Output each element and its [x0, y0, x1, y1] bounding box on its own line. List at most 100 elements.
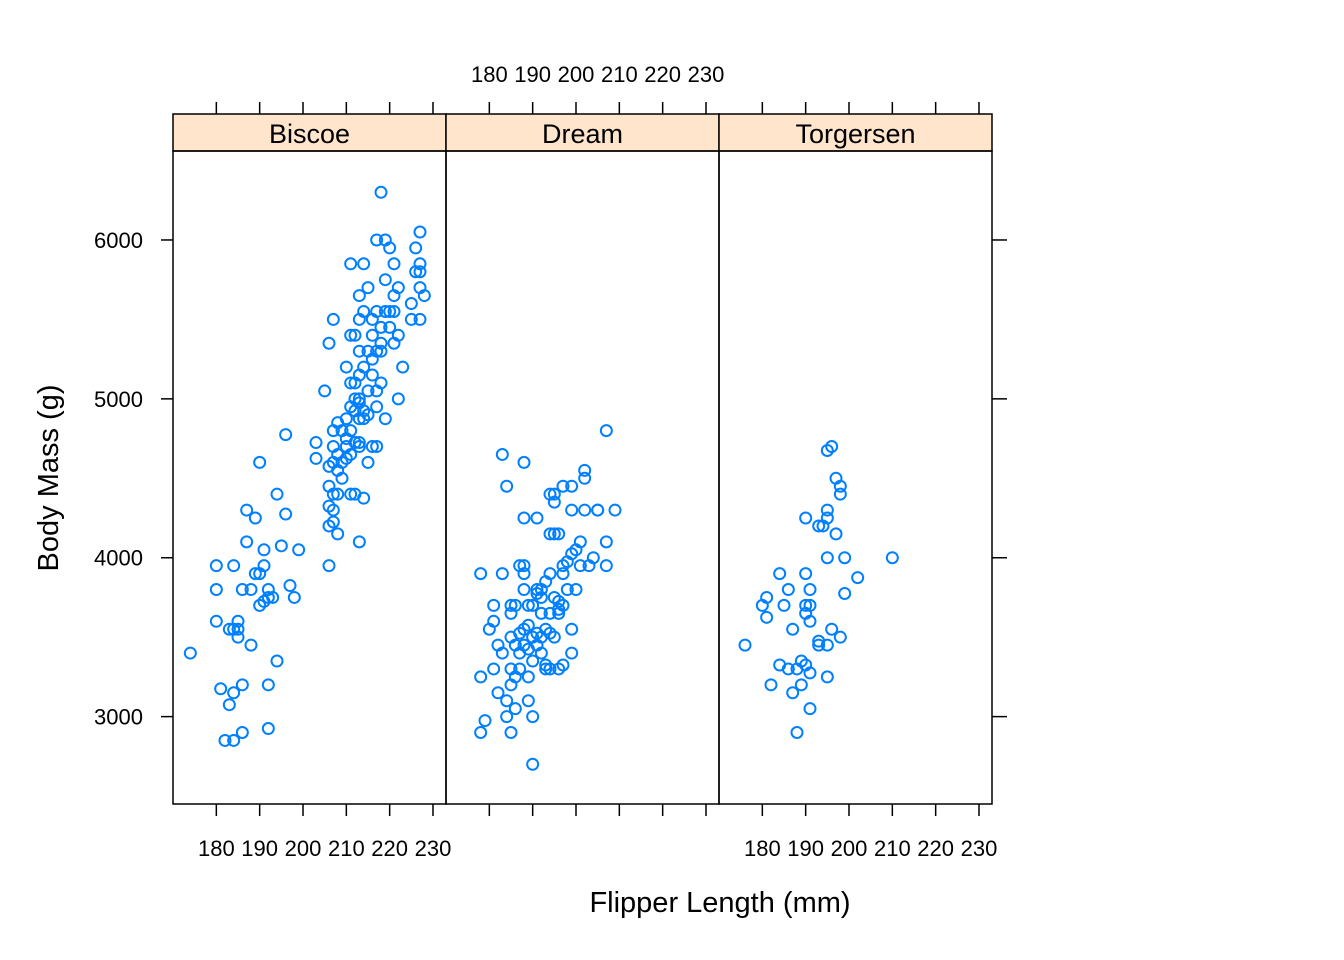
data-point [309, 436, 323, 450]
data-point [357, 304, 371, 318]
data-point [209, 559, 223, 573]
data-point [786, 622, 800, 636]
data-point [231, 614, 245, 628]
data-point [547, 630, 561, 644]
data-point [543, 662, 557, 676]
data-point [500, 694, 514, 708]
data-point [474, 726, 488, 740]
data-point [578, 463, 592, 477]
data-point [378, 273, 392, 287]
data-point [517, 511, 531, 525]
data-point [803, 666, 817, 680]
data-point [547, 495, 561, 509]
data-point [608, 503, 622, 517]
data-point [352, 392, 366, 406]
x-tick-label: 200 [558, 62, 595, 87]
x-tick-label: 180 [198, 836, 235, 861]
data-point [283, 579, 297, 593]
data-point [370, 233, 384, 247]
data-point [781, 662, 795, 676]
data-point [803, 702, 817, 716]
y-tick-label: 4000 [94, 546, 143, 571]
data-point [257, 559, 271, 573]
data-point [517, 455, 531, 469]
data-point [357, 360, 371, 374]
data-point [556, 567, 570, 581]
data-point [361, 384, 375, 398]
strip-label-biscoe: Biscoe [269, 119, 350, 149]
data-point [352, 436, 366, 450]
data-point [799, 511, 813, 525]
data-point [526, 710, 540, 724]
data-point [370, 440, 384, 454]
data-point [500, 710, 514, 724]
data-point [387, 257, 401, 271]
data-point [790, 726, 804, 740]
data-point [508, 598, 522, 612]
data-point [391, 281, 405, 295]
data-point [803, 598, 817, 612]
data-point [500, 479, 514, 493]
x-tick-label: 190 [787, 836, 824, 861]
data-point [565, 479, 579, 493]
data-point [240, 503, 254, 517]
data-point [560, 583, 574, 597]
data-point [279, 507, 293, 521]
data-point [248, 511, 262, 525]
data-point [404, 312, 418, 326]
x-tick-label: 210 [874, 836, 911, 861]
data-point [261, 590, 275, 604]
data-point [244, 638, 258, 652]
data-point [365, 368, 379, 382]
data-point [487, 598, 501, 612]
data-point [521, 618, 535, 632]
data-point [812, 519, 826, 533]
data-point [521, 598, 535, 612]
data-point [331, 487, 345, 501]
data-point [803, 614, 817, 628]
data-point [521, 670, 535, 684]
data-point [569, 583, 583, 597]
data-point [218, 733, 232, 747]
y-tick-label: 6000 [94, 228, 143, 253]
x-tick-label: 210 [601, 62, 638, 87]
data-point [534, 646, 548, 660]
y-tick-label: 3000 [94, 705, 143, 730]
data-point [495, 646, 509, 660]
data-point [491, 686, 505, 700]
data-point [365, 440, 379, 454]
data-point [344, 376, 358, 390]
data-point [227, 733, 241, 747]
data-point [357, 491, 371, 505]
data-point [773, 567, 787, 581]
data-point [521, 694, 535, 708]
data-point [370, 400, 384, 414]
strip-label-dream: Dream [542, 119, 623, 149]
data-point [309, 451, 323, 465]
panel-frame-biscoe [172, 150, 447, 805]
data-point [530, 511, 544, 525]
data-point [326, 487, 340, 501]
data-point [344, 447, 358, 461]
x-tick-label: 220 [371, 836, 408, 861]
data-point [257, 543, 271, 557]
data-point [599, 559, 613, 573]
data-point [820, 511, 834, 525]
data-point [578, 471, 592, 485]
data-point [543, 527, 557, 541]
data-point [517, 583, 531, 597]
x-tick-label: 190 [241, 836, 278, 861]
data-point [322, 336, 336, 350]
y-tick-label: 5000 [94, 387, 143, 412]
data-point [374, 344, 388, 358]
data-point [487, 614, 501, 628]
data-point [374, 185, 388, 199]
data-point [760, 610, 774, 624]
data-point [352, 289, 366, 303]
data-point [552, 527, 566, 541]
data-point [517, 567, 531, 581]
data-point [270, 487, 284, 501]
data-point [838, 551, 852, 565]
data-point [487, 662, 501, 676]
data-point [833, 630, 847, 644]
